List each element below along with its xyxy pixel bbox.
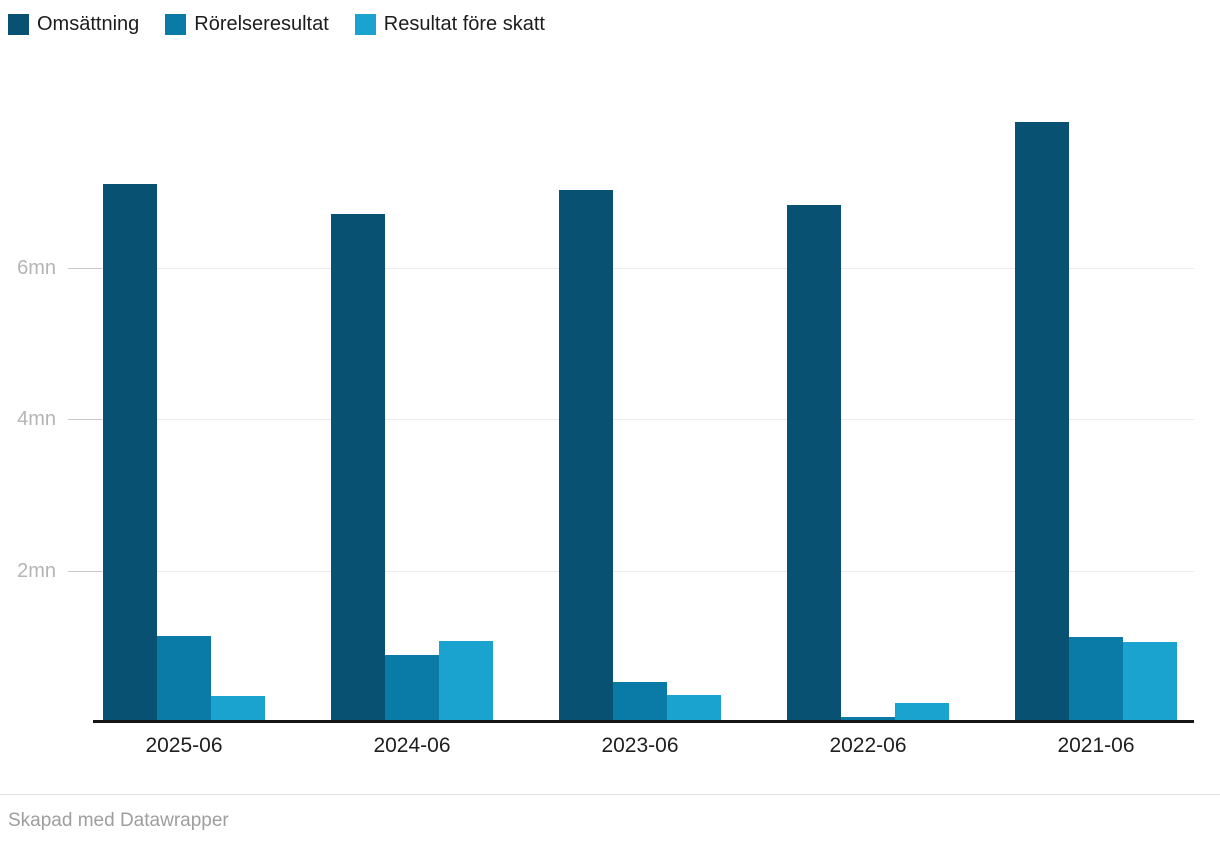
x-axis-label: 2024-06 [373,734,451,757]
footer-separator [0,794,1220,795]
legend-label: Omsättning [37,13,140,35]
legend-swatch-rorelseresultat-icon [165,14,187,35]
datawrapper-credit-link[interactable]: Skapad med Datawrapper [8,810,229,831]
y-axis-label: 6mn [17,257,56,279]
y-axis-tick [68,571,102,572]
bar-oms-ttning[interactable] [559,190,613,721]
legend-swatch-resultat-fore-skatt-icon [354,14,376,35]
bar-resultat-f-re-skatt[interactable] [1123,642,1177,721]
gridline [68,419,1194,420]
y-axis-tick [68,268,102,269]
y-axis-label: 4mn [17,408,56,430]
x-axis-label: 2022-06 [829,734,907,757]
y-axis-label: 2mn [17,560,56,582]
bar-r-relseresultat[interactable] [1069,637,1123,721]
gridline [68,268,1194,269]
bar-resultat-f-re-skatt[interactable] [667,695,721,721]
bar-oms-ttning[interactable] [1015,122,1069,721]
bar-oms-ttning[interactable] [787,205,841,721]
bar-r-relseresultat[interactable] [841,717,895,721]
legend-item-omsattning: Omsättning [8,13,139,36]
legend-label: Resultat före skatt [383,13,545,35]
x-axis-line [93,720,1194,723]
gridline [68,571,1194,572]
bar-r-relseresultat[interactable] [157,636,211,721]
legend-swatch-omsattning-icon [8,14,29,35]
legend: Omsättning Rörelseresultat Resultat före… [8,13,545,36]
y-axis-tick [68,419,102,420]
legend-item-resultat-fore-skatt: Resultat före skatt [354,13,545,36]
bar-oms-ttning[interactable] [331,214,385,721]
legend-label: Rörelseresultat [194,13,329,35]
bar-oms-ttning[interactable] [103,184,157,721]
x-axis-label: 2025-06 [145,734,223,757]
x-axis-label: 2021-06 [1057,734,1135,757]
legend-item-rorelseresultat: Rörelseresultat [165,13,329,36]
bar-r-relseresultat[interactable] [385,655,439,721]
bar-resultat-f-re-skatt[interactable] [211,696,265,721]
bar-resultat-f-re-skatt[interactable] [439,641,493,721]
bar-r-relseresultat[interactable] [613,682,667,721]
bar-resultat-f-re-skatt[interactable] [895,703,949,721]
x-axis-label: 2023-06 [601,734,679,757]
